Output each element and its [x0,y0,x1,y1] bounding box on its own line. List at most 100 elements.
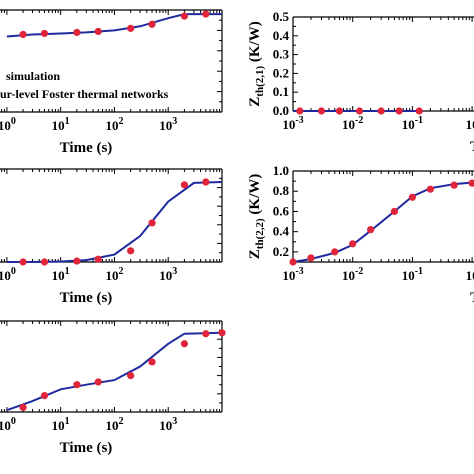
x-tick-label: 100 [0,416,16,433]
y-tick-label: 0.0 [273,103,289,118]
x-tick-label: 101 [52,266,70,283]
chart-right-middle: 10-310-210-110Time0.20.40.60.81.0Zth(2,2… [247,163,474,306]
data-point [202,330,210,338]
x-tick-label: 10-1 [402,115,423,132]
data-point [468,179,474,187]
x-tick-label-base: 10 [342,117,355,132]
y-tick-label: 0.6 [273,203,290,218]
x-tick-label: 101 [52,116,70,133]
data-point [377,107,385,115]
x-tick-label-base: 10 [105,118,118,133]
y-axis-title-unit: (K/W) [247,21,263,66]
x-tick-label-exp: 2 [118,116,123,127]
data-point [202,178,210,186]
data-point [127,247,135,255]
data-point [40,29,49,38]
y-tick-label: 0.2 [273,244,289,259]
x-tick-label: 101 [52,416,70,433]
x-tick-label-exp: 2 [118,416,123,427]
x-tick-label-exp: -1 [415,266,423,277]
x-tick-label: 102 [105,266,123,283]
y-tick-label: 0.2 [273,65,289,80]
data-point [127,372,135,380]
y-tick-label: 0.4 [273,224,290,239]
data-point [355,107,364,115]
x-tick-label-exp: 3 [172,266,177,277]
x-tick-label: 103 [159,266,177,283]
data-point [73,28,81,37]
x-tick-label-exp: 0 [11,116,16,127]
y-tick-label: 0.4 [273,28,290,43]
x-tick-label: 10-3 [282,266,303,283]
data-point [331,248,339,256]
data-point [180,12,189,20]
data-point [307,254,315,262]
x-tick-label-base: 10 [52,418,65,433]
data-point [218,329,226,337]
series-line [292,181,474,263]
y-axis-title-z: Z [247,249,263,259]
x-tick-label-exp: 0 [11,416,16,427]
x-tick-label-base: 10 [0,418,11,433]
x-tick-label-exp: -3 [295,115,303,126]
x-tick-label-exp: 3 [172,416,177,427]
x-axis-title: Time (s) [60,140,113,156]
legend-label-foster: ur-level Foster thermal networks [0,87,169,101]
x-tick-label-exp: 1 [65,266,70,277]
x-axis-title: Time (s) [60,290,113,306]
data-point [73,257,81,265]
data-point [19,30,27,39]
x-tick-label-base: 10 [52,118,65,133]
y-tick-label: 0.1 [273,84,289,99]
data-point [40,258,49,266]
x-tick-label-exp: -2 [355,266,363,277]
x-tick-label: 10 [466,268,474,283]
x-tick-label-exp: 1 [65,416,70,427]
data-point [415,107,423,115]
y-axis-title-unit: (K/W) [247,174,263,219]
x-tick-label-base: 10 [105,268,118,283]
series-line [6,13,222,38]
x-axis-title: Time (s) [60,440,113,456]
data-point [180,181,189,189]
data-point [94,27,102,36]
y-axis-title: Zth(2,2) (K/W) [247,174,266,259]
data-point [335,107,344,115]
y-tick-label: 0.3 [273,47,290,62]
y-axis-title: Zth(2,1) (K/W) [247,21,266,106]
x-tick-label-exp: -1 [415,115,423,126]
x-tick-label-base: 10 [159,268,172,283]
x-tick-label: 10-2 [342,115,363,132]
x-tick-label-exp: -3 [295,266,303,277]
y-axis-title-sub: th(2,2) [254,218,266,249]
x-tick-label-base: 10 [159,418,172,433]
data-point [367,226,375,234]
x-tick-label: 100 [0,116,16,133]
series-line [6,181,223,263]
data-point [296,107,304,115]
x-tick-label: 10-3 [282,115,303,132]
x-tick-label: 103 [159,416,177,433]
x-tick-label-base: 10 [0,268,11,283]
x-tick-label-base: 10 [0,118,11,133]
data-point [19,258,27,266]
x-tick-label-base: 10 [282,117,295,132]
x-tick-label: 103 [159,116,177,133]
x-tick-label-exp: 2 [118,266,123,277]
x-tick-label: 102 [105,116,123,133]
data-point [349,240,357,248]
x-tick-label-base: 10 [402,117,415,132]
data-point [40,392,49,400]
data-point [73,381,81,389]
data-point [426,185,434,193]
x-tick-label-exp: 0 [11,266,16,277]
data-point [390,207,399,216]
data-point [94,378,102,386]
x-axis-title: Time [470,290,474,306]
x-tick-label: 10 [466,117,474,132]
y-tick-label: 0.8 [273,183,290,198]
data-point [19,403,27,412]
